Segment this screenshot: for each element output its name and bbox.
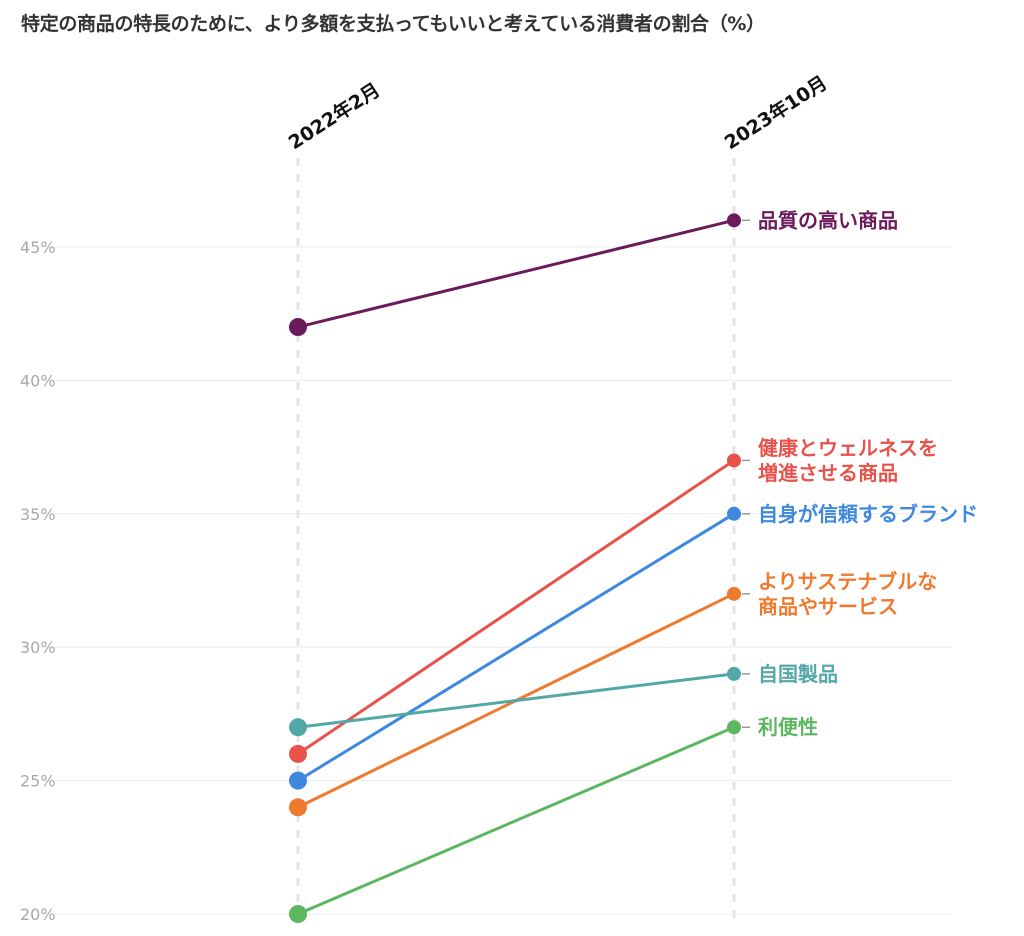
series-line [297, 672, 735, 729]
data-point [289, 798, 307, 817]
series-line [297, 218, 735, 329]
y-tick-label: 30% [20, 638, 56, 657]
series-label: 自身が信頼するブランド [758, 502, 978, 526]
data-point [727, 586, 741, 601]
data-point [727, 720, 741, 735]
category-label: 2023年10月 [720, 71, 831, 154]
y-tick-label: 35% [20, 505, 56, 524]
y-tick-label: 40% [20, 371, 56, 390]
series-line [297, 725, 735, 916]
data-point [289, 718, 307, 737]
chart-title: 特定の商品の特長のために、より多額を支払ってもいいと考えている消費者の割合（%） [21, 13, 765, 35]
series-line [297, 512, 735, 782]
series-label: 品質の高い商品 [758, 208, 898, 232]
data-point [727, 506, 741, 521]
data-point [289, 318, 307, 337]
series-label: 商品やサービス [758, 594, 898, 618]
series-label: 増進させる商品 [758, 461, 898, 485]
series-label: 利便性 [758, 715, 818, 739]
y-tick-label: 20% [20, 905, 56, 924]
y-tick-label: 25% [20, 772, 56, 791]
data-point [727, 213, 741, 228]
data-point [289, 744, 307, 763]
data-point [727, 453, 741, 468]
data-point [289, 905, 307, 923]
series-label: 自国製品 [758, 662, 838, 686]
y-tick-label: 45% [20, 238, 56, 257]
category-label: 2022年2月 [284, 78, 384, 154]
series-line [297, 459, 735, 756]
data-point [289, 771, 307, 790]
data-point [727, 666, 741, 681]
series-label: よりサステナブルな [758, 569, 937, 593]
series-label: 健康とウェルネスを [758, 436, 938, 460]
